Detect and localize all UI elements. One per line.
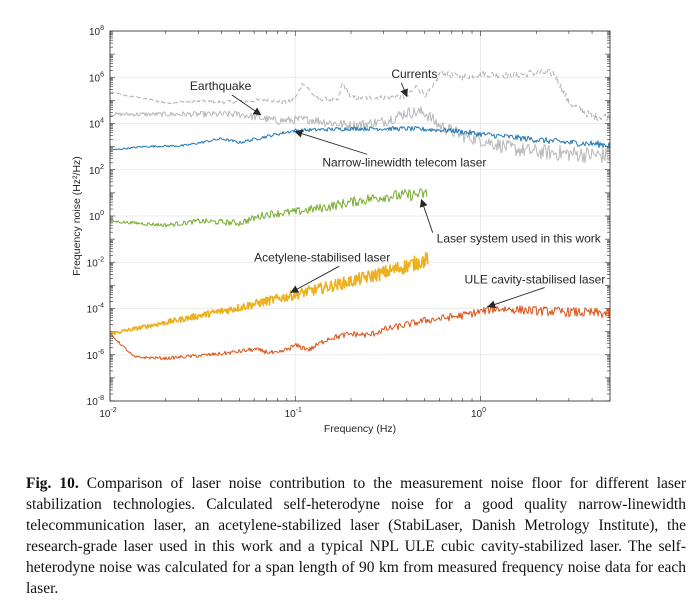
grid-lines bbox=[109, 30, 610, 402]
y-tick-label: 104 bbox=[89, 118, 104, 131]
series-line-narrow-linewidth-telecom-laser bbox=[109, 125, 611, 151]
plot-frame bbox=[109, 30, 611, 402]
y-tick-label: 102 bbox=[89, 164, 104, 177]
series-line-earthquake bbox=[109, 106, 611, 164]
annotation-acetylene-stabilised-laser: Acetylene-stabilised laser bbox=[254, 250, 390, 264]
annotation-currents: Currents bbox=[391, 67, 437, 81]
annotation-arrow bbox=[400, 82, 408, 98]
annotation-laser-system-used-in-this-work: Laser system used in this work bbox=[437, 232, 602, 246]
x-axis-label: Frequency (Hz) bbox=[324, 423, 396, 435]
annotation-narrow-linewidth-telecom-laser: Narrow-linewidth telecom laser bbox=[322, 155, 486, 169]
y-tick-label: 100 bbox=[89, 210, 104, 223]
x-tick-label: 10-2 bbox=[99, 407, 116, 420]
annotation-earthquake: Earthquake bbox=[190, 79, 252, 93]
y-tick-labels: 108 106 104 102 100 10-2 10-4 10-6 10-8 bbox=[87, 25, 104, 408]
annotation-arrow bbox=[231, 94, 262, 116]
y-tick-label: 10-2 bbox=[87, 256, 104, 269]
series-layer bbox=[109, 68, 611, 361]
y-tick-label: 108 bbox=[89, 25, 104, 38]
x-tick-label: 100 bbox=[471, 407, 486, 420]
series-line-acetylene-stabilised-laser bbox=[109, 251, 429, 336]
y-tick-label: 10-4 bbox=[87, 303, 104, 316]
y-tick-label: 106 bbox=[89, 71, 104, 84]
annotation-ule-cavity-stabilised-laser: ULE cavity-stabilised laser bbox=[465, 273, 606, 287]
annotation-arrow bbox=[294, 129, 368, 155]
caption-label: Fig. 10. bbox=[26, 475, 79, 492]
series-line-currents bbox=[109, 68, 611, 122]
series-line-laser-system-used-in-this-work bbox=[109, 188, 428, 228]
figure-caption: Fig. 10. Comparison of laser noise contr… bbox=[26, 473, 686, 599]
y-tick-label: 10-6 bbox=[87, 349, 104, 362]
series-line-ule-cavity-stabilised-laser bbox=[109, 305, 611, 361]
annotation-arrow bbox=[290, 265, 340, 293]
x-tick-label: 10-1 bbox=[285, 407, 302, 420]
annotations: Earthquake Currents Narrow-linewidth telec… bbox=[190, 67, 606, 309]
x-tick-labels: 10-2 10-1 100 bbox=[99, 407, 486, 420]
frequency-noise-chart: 108 106 104 102 100 10-2 10-4 10-6 10-8 10-2 10-1… bbox=[71, 25, 611, 435]
annotation-arrow bbox=[487, 287, 545, 309]
y-tick-label: 10-8 bbox=[87, 395, 104, 408]
y-axis-label: Frequency noise (Hz²/Hz) bbox=[71, 156, 83, 276]
annotation-arrow bbox=[419, 198, 434, 233]
caption-text: Comparison of laser noise contribution t… bbox=[26, 475, 687, 597]
